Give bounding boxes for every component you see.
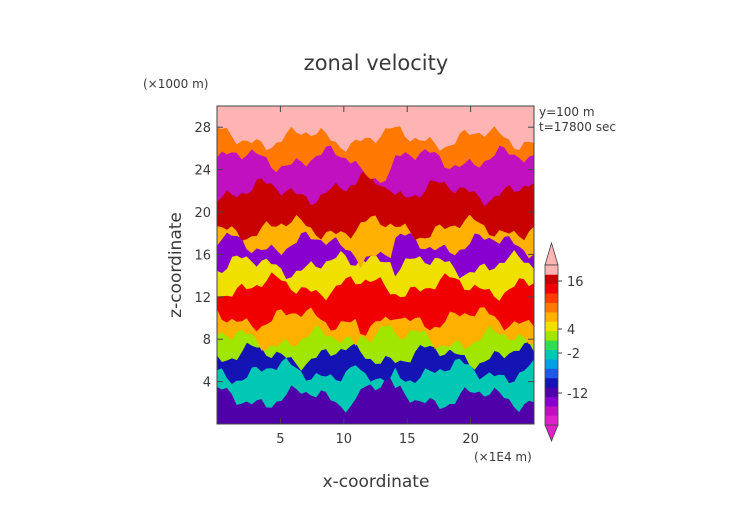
- y-axis: 4 8 12 16 20 24 28: [194, 121, 534, 391]
- colorbar-swatch: [545, 330, 558, 341]
- y-tick-label: 12: [194, 291, 211, 306]
- x-tick-label: 20: [462, 432, 479, 447]
- y-unit-label: (×1000 m): [143, 77, 208, 91]
- x-tick-label: 10: [336, 432, 353, 447]
- colorbar: 16 4 -2 -12: [544, 241, 588, 443]
- colorbar-swatch: [545, 274, 558, 285]
- x-unit-label: (×1E4 m): [474, 450, 532, 464]
- colorbar-swatch: [545, 265, 558, 275]
- colorbar-frame: [544, 264, 559, 426]
- y-tick-label: 8: [203, 333, 211, 348]
- x-axis: 5 10 15 20: [276, 106, 479, 447]
- x-tick-label: 5: [276, 432, 284, 447]
- colorbar-swatch: [545, 321, 558, 332]
- colorbar-swatch: [545, 387, 558, 398]
- y-tick-label: 28: [194, 121, 211, 136]
- colorbar-tick-label: 16: [567, 275, 584, 290]
- colorbar-swatch: [545, 368, 558, 379]
- colorbar-tick-label: -2: [567, 347, 580, 362]
- chart-title: zonal velocity: [304, 51, 449, 75]
- colorbar-swatch: [545, 406, 558, 416]
- annotation-y: y=100 m: [539, 105, 595, 119]
- annotation-time: t=17800 sec: [539, 120, 616, 134]
- colorbar-swatch: [545, 312, 558, 322]
- colorbar-swatch: [545, 293, 558, 303]
- colorbar-max-arrow: [544, 241, 559, 266]
- x-tick-label: 15: [399, 432, 416, 447]
- y-tick-label: 24: [194, 164, 211, 179]
- colorbar-swatch: [545, 340, 558, 351]
- colorbar-tick-label: 4: [567, 323, 575, 338]
- colorbar-swatch: [545, 415, 558, 426]
- x-axis-label: x-coordinate: [323, 472, 430, 492]
- colorbar-min-arrow: [544, 424, 559, 443]
- y-tick-label: 4: [203, 376, 211, 391]
- velocity-field: [217, 106, 534, 424]
- colorbar-swatch: [545, 359, 558, 369]
- y-tick-label: 20: [194, 206, 211, 221]
- plot-frame: [216, 105, 535, 425]
- field-band: [217, 106, 534, 153]
- colorbar-tick-label: -12: [567, 387, 588, 402]
- colorbar-swatch: [545, 283, 558, 294]
- y-tick-label: 16: [194, 248, 211, 263]
- colorbar-swatch: [545, 302, 558, 313]
- colorbar-swatch: [545, 377, 558, 388]
- colorbar-swatch: [545, 349, 558, 360]
- colorbar-swatch: [545, 396, 558, 407]
- y-axis-label: z-coordinate: [166, 212, 186, 318]
